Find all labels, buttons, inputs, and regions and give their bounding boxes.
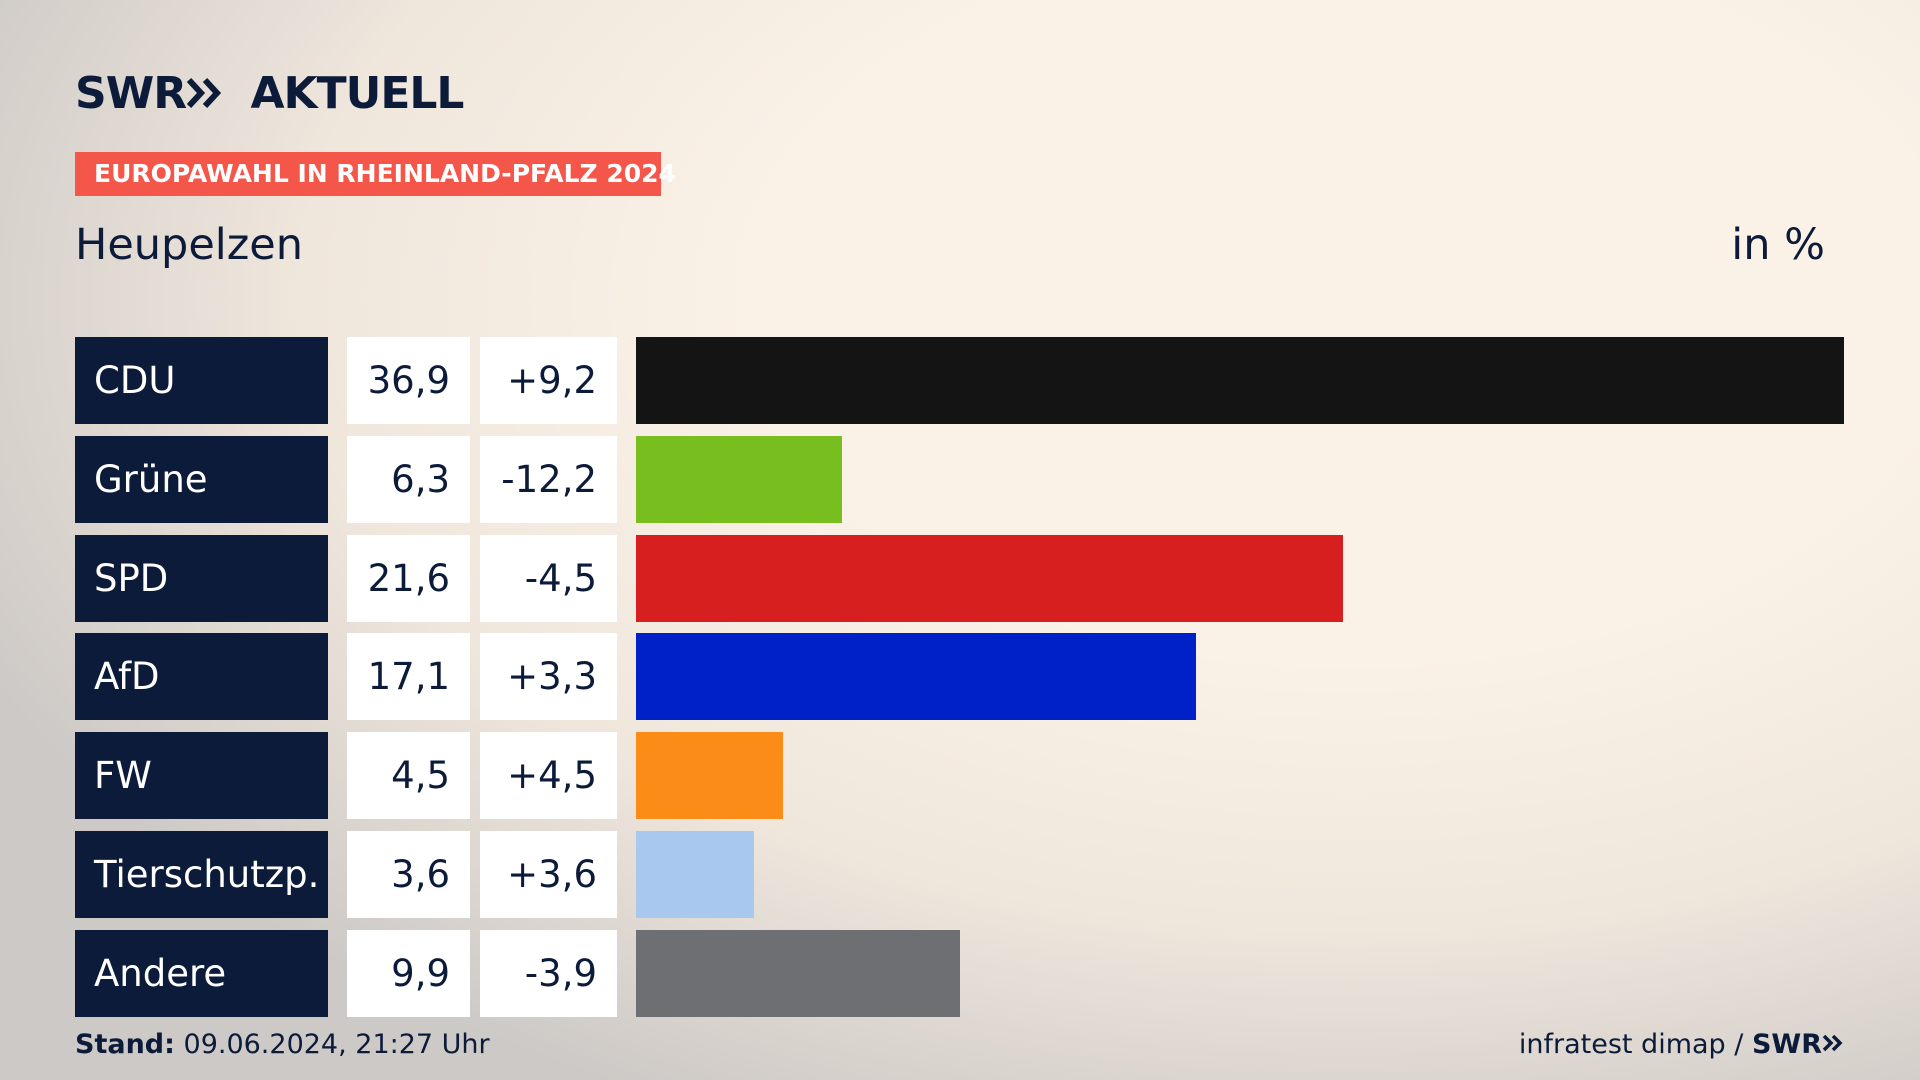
- party-name: Grüne: [75, 435, 328, 523]
- change-label: +3,6: [507, 853, 597, 896]
- section-text: AKTUELL: [250, 68, 464, 119]
- change-label: +9,2: [507, 359, 597, 402]
- bar: [636, 633, 1196, 721]
- party-name: FW: [75, 732, 328, 820]
- bar: [636, 732, 784, 820]
- source-logo: SWR: [1751, 1029, 1822, 1060]
- logo-text: SWR: [75, 68, 187, 119]
- bar: [636, 534, 1344, 622]
- value-label: 6,3: [347, 435, 470, 523]
- party-name: CDU: [75, 337, 328, 424]
- logo: SWR AKTUELL: [75, 68, 464, 119]
- change-label: -3,9: [524, 951, 597, 995]
- change-cell: +9,2: [480, 337, 617, 424]
- tag: EUROPAWAHL IN RHEINLAND-PFALZ 2024: [75, 152, 676, 196]
- change-label: +3,3: [507, 655, 597, 699]
- logo-chevrons: [186, 77, 222, 109]
- unit-label: in %: [1731, 220, 1825, 270]
- footer-timestamp: 09.06.2024, 21:27 Uhr: [183, 1029, 490, 1060]
- value-label: 21,6: [347, 534, 470, 622]
- party-name: AfD: [75, 633, 328, 721]
- source-chevrons: [1822, 1034, 1843, 1052]
- change-cell: -12,2: [480, 435, 617, 523]
- change-cell: +3,3: [480, 633, 617, 721]
- value-label: 3,6: [347, 831, 470, 918]
- value-label: 36,9: [347, 337, 470, 424]
- footer-label: Stand:: [75, 1029, 175, 1060]
- value-label: 9,9: [347, 929, 470, 1017]
- change-cell: -3,9: [480, 929, 617, 1017]
- value-label: 4,5: [347, 732, 470, 820]
- bar: [636, 831, 754, 918]
- party-name: SPD: [75, 534, 328, 622]
- change-label: -12,2: [501, 457, 597, 501]
- change-label: +4,5: [507, 754, 597, 798]
- change-cell: -4,5: [480, 534, 617, 622]
- footer-source: infratest dimap / SWR: [1519, 1029, 1844, 1060]
- bar: [636, 337, 1844, 424]
- change-cell: +3,6: [480, 831, 617, 918]
- change-label: -4,5: [524, 556, 597, 600]
- party-name: Andere: [75, 929, 328, 1017]
- bar: [636, 435, 843, 523]
- footer-stand: Stand: 09.06.2024, 21:27 Uhr: [75, 1029, 490, 1060]
- chart-title: Heupelzen: [75, 220, 304, 270]
- change-cell: +4,5: [480, 732, 617, 820]
- bar: [636, 929, 961, 1017]
- source-text: infratest dimap /: [1518, 1029, 1744, 1060]
- value-label: 17,1: [347, 633, 470, 721]
- party-name: Tierschutzp.: [75, 831, 328, 918]
